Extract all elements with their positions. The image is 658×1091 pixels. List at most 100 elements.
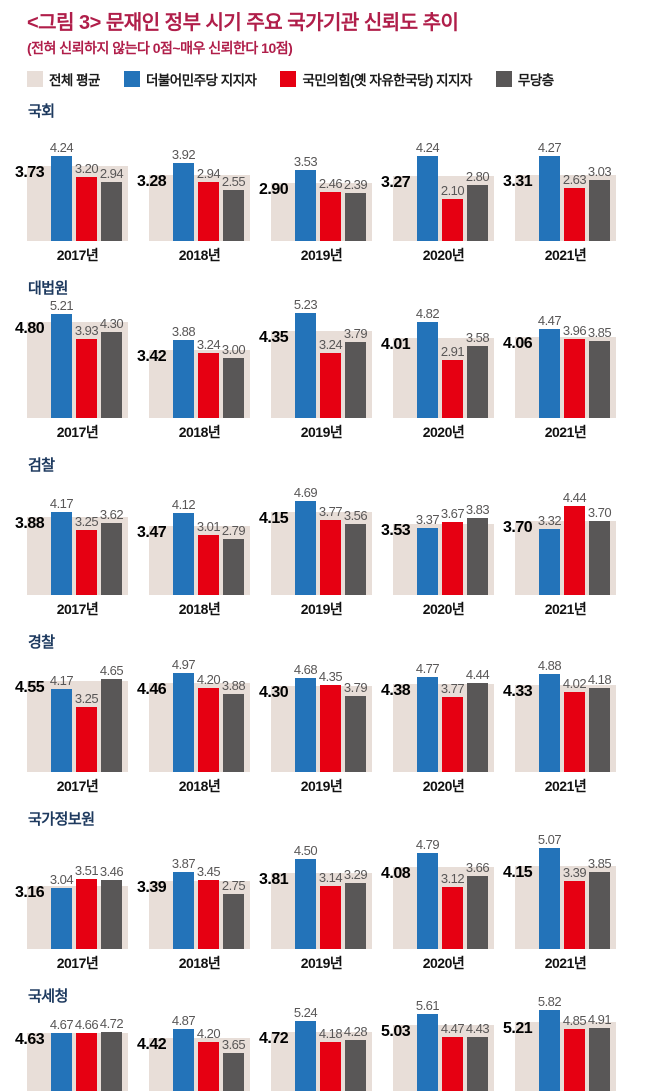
bar-value: 3.51: [74, 862, 99, 878]
bar-value: 3.70: [587, 505, 612, 520]
bar-value: 3.87: [171, 855, 196, 871]
average-value: 3.47: [137, 523, 167, 541]
legend-label: 국민의힘(옛 자유한국당) 지지자: [302, 73, 472, 88]
bars: 4.24 2.10 2.80: [416, 140, 490, 241]
average-value: 2.90: [259, 181, 289, 198]
bar-ind: 3.70: [588, 505, 612, 595]
bar-ind: 2.55: [222, 174, 246, 241]
year-label: 2018년: [178, 955, 221, 971]
bar-dem: 5.82: [538, 994, 562, 1091]
bar-value: 2.80: [465, 169, 490, 184]
bars: 4.24 3.20 2.94: [50, 140, 124, 241]
bar-ppp: 3.67: [441, 506, 465, 595]
year-group: 4.55 4.17 3.25 4.65 2017년: [15, 652, 128, 796]
year-label: 2021년: [544, 955, 587, 971]
average-value: 3.70: [503, 519, 533, 536]
bars: 4.67 4.66 4.72: [50, 1016, 124, 1091]
year-group: 4.634.674.664.722017년: [15, 1006, 128, 1091]
bars: 4.88 4.02 4.18: [538, 658, 612, 772]
bar-value: 2.63: [562, 172, 587, 188]
bar-ind: 4.43: [466, 1021, 490, 1091]
legend: 전체 평균 더불어민주당 지지자 국민의힘(옛 자유한국당) 지지자 무당층: [27, 70, 638, 88]
year-label: 2019년: [300, 778, 343, 794]
year-group: 3.73 4.24 3.20 2.94 2017년: [15, 121, 128, 265]
bar-value: 4.47: [440, 1020, 465, 1036]
mini-chart: 4.15 5.07 3.39 3.85: [503, 829, 616, 949]
bar-value: 2.39: [343, 177, 368, 193]
year-groups: 4.80 5.21 3.93 4.30 2017년 3.42 3.88 3.24 3.00 201…: [15, 297, 638, 442]
bars: 4.97 4.20 3.88: [172, 657, 246, 772]
institution-label: 국가정보원: [28, 811, 95, 828]
year-label: 2017년: [56, 424, 99, 440]
bar-ppp: 3.93: [75, 323, 99, 418]
bar-value: 5.21: [49, 297, 74, 313]
bar-dem: 4.68: [294, 662, 318, 772]
bar-dem: 4.12: [172, 497, 196, 595]
bar-ind: 3.65: [222, 1037, 246, 1091]
average-value: 3.53: [381, 522, 411, 540]
bars: 3.92 2.94 2.55: [172, 147, 246, 241]
mini-chart: 3.53 3.37 3.67 3.83: [381, 475, 494, 595]
mini-chart: 5.21 5.82 4.85 4.91: [503, 994, 616, 1091]
average-value: 4.01: [381, 335, 411, 353]
bar-ind: 4.44: [466, 667, 490, 772]
bar-value: 3.04: [49, 872, 74, 888]
mini-chart: 4.30 4.68 4.35 3.79: [259, 652, 372, 772]
bars: 4.77 3.77 4.44: [416, 661, 490, 772]
bar-ind: 2.79: [222, 523, 246, 595]
year-group: 4.80 5.21 3.93 4.30 2017년: [15, 297, 128, 442]
year-groups: 3.73 4.24 3.20 2.94 2017년 3.28 3.92 2.94 2.55 201…: [15, 121, 638, 265]
bar-value: 3.62: [99, 506, 124, 522]
bar-value: 4.27: [537, 139, 562, 155]
mini-chart: 4.42 4.87 4.20 3.65: [137, 1006, 250, 1091]
bar-value: 4.18: [587, 672, 612, 688]
bar-value: 3.88: [221, 678, 246, 694]
bar-dem: 4.97: [172, 657, 196, 772]
average-value: 4.33: [503, 683, 533, 701]
bar-ind: 3.79: [344, 680, 368, 772]
bar-value: 2.10: [440, 183, 465, 198]
institution-row: 대법원 4.80 5.21 3.93 4.30 2017년 3.42 3.88 3.24 3.00…: [15, 277, 638, 442]
bar-value: 2.94: [196, 166, 221, 182]
bar-value: 4.28: [343, 1024, 368, 1040]
institution-row: 경찰 4.55 4.17 3.25 4.65 2017년 4.46 4.97 4.20 3.88 2…: [15, 631, 638, 796]
year-label: 2019년: [300, 247, 343, 263]
mini-chart: 4.01 4.82 2.91 3.58: [381, 298, 494, 418]
bar-value: 4.69: [293, 485, 318, 501]
bar-value: 3.93: [74, 323, 99, 339]
bar-value: 3.20: [74, 161, 99, 176]
bar-ppp: 3.45: [197, 864, 221, 949]
bars: 4.27 2.63 3.03: [538, 140, 612, 241]
bar-ppp: 3.25: [75, 691, 99, 772]
average-value: 4.46: [137, 680, 167, 698]
bar-value: 3.14: [318, 870, 343, 886]
bar-value: 4.44: [465, 667, 490, 683]
year-label: 2020년: [422, 424, 465, 440]
bar-value: 4.44: [562, 490, 587, 506]
year-group: 4.725.244.184.282019년: [259, 1005, 372, 1091]
bar-ppp: 4.35: [319, 669, 343, 772]
bar-value: 4.91: [587, 1011, 612, 1027]
bar-ppp: 2.10: [441, 183, 465, 241]
average-value: 5.03: [381, 1023, 411, 1041]
mini-chart: 4.55 4.17 3.25 4.65: [15, 652, 128, 772]
average-value: 4.55: [15, 679, 45, 696]
bars: 3.88 3.24 3.00: [172, 324, 246, 418]
bars: 5.07 3.39 3.85: [538, 832, 612, 949]
bar-value: 5.24: [293, 1005, 318, 1021]
bars: 3.37 3.67 3.83: [416, 502, 490, 595]
bar-value: 4.35: [318, 669, 343, 684]
average-value: 4.30: [259, 684, 289, 701]
mini-chart: 4.72 5.24 4.18 4.28: [259, 1005, 372, 1091]
bar-value: 4.30: [99, 316, 124, 331]
bar-value: 4.87: [171, 1012, 196, 1028]
bar-ppp: 2.94: [197, 166, 221, 241]
bar-value: 4.47: [537, 312, 562, 328]
institution-row: 국회 3.73 4.24 3.20 2.94 2017년 3.28 3.92 2.94 2.55 2…: [15, 100, 638, 265]
bar-value: 3.00: [221, 342, 246, 357]
bar-ppp: 3.20: [75, 161, 99, 241]
bar-ppp: 3.77: [441, 681, 465, 772]
bar-value: 3.32: [537, 512, 562, 528]
year-group: 4.30 4.68 4.35 3.79 2019년: [259, 652, 372, 796]
year-label: 2018년: [178, 424, 221, 440]
